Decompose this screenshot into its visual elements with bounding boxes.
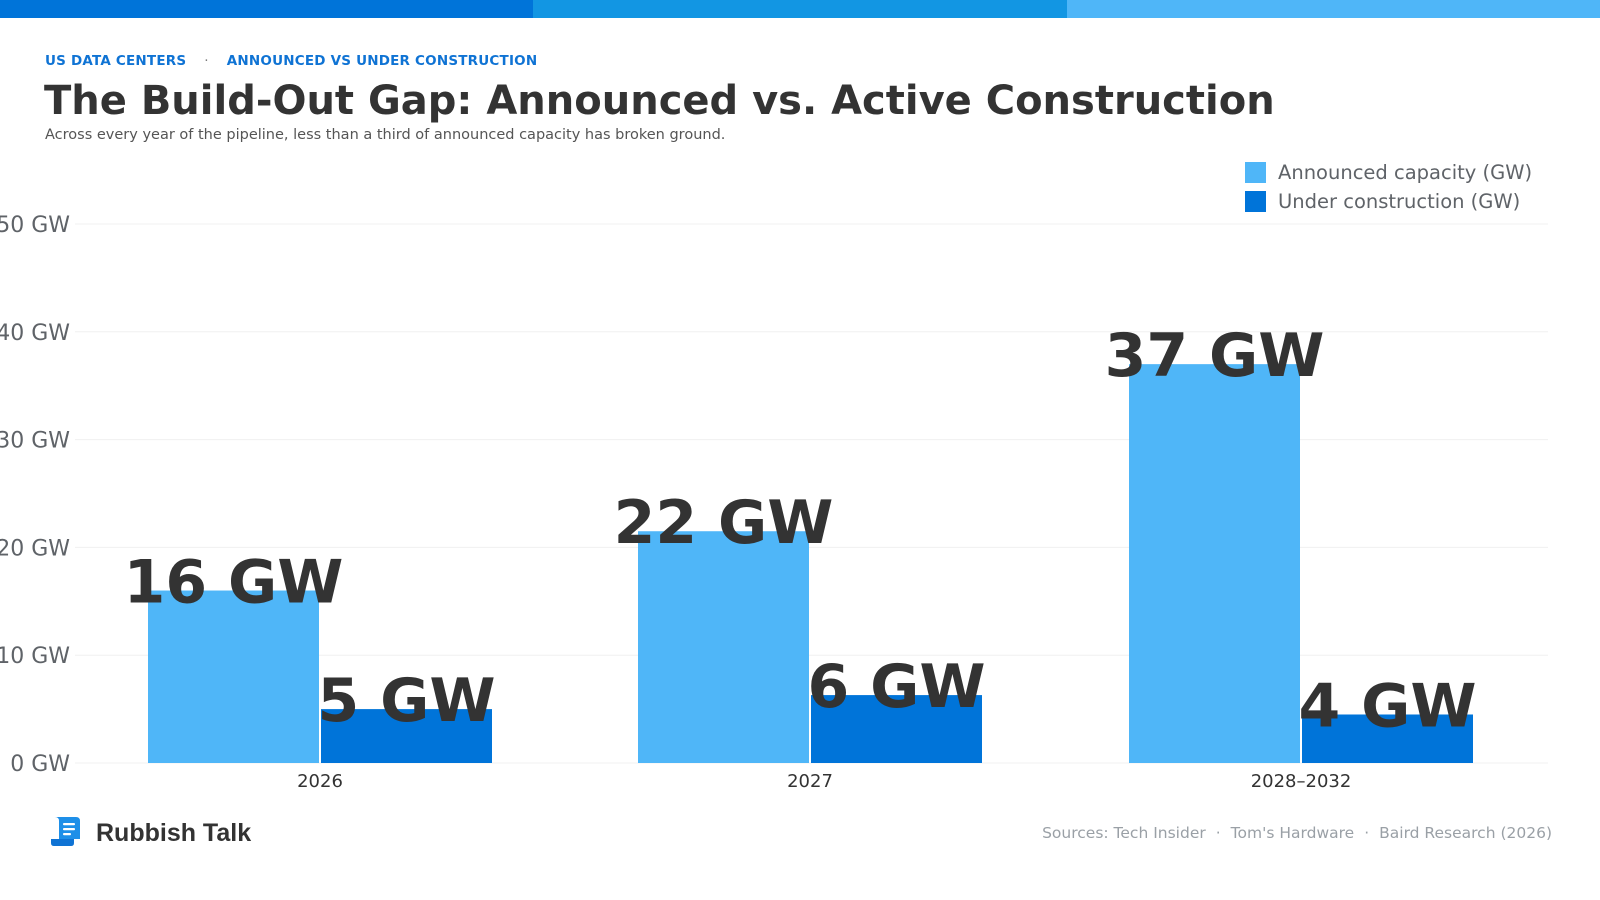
y-tick-label: 20 GW — [0, 536, 70, 561]
top-bar-segment — [0, 0, 534, 18]
x-tick-label: 2027 — [787, 771, 833, 792]
legend-swatch-under-construction — [1245, 191, 1266, 212]
x-tick-label: 2028–2032 — [1251, 771, 1352, 792]
y-tick-label: 10 GW — [0, 644, 70, 669]
bar-announced — [1129, 364, 1300, 763]
bar-under-construction — [321, 709, 492, 763]
scroll-icon — [48, 815, 82, 851]
top-bar-segment — [533, 0, 1067, 18]
source-1: Sources: Tech Insider — [1042, 824, 1206, 842]
source-separator: · — [1364, 824, 1370, 842]
data-label-announced: 37 GW — [1105, 321, 1325, 391]
kicker-subtopic: ANNOUNCED VS UNDER CONSTRUCTION — [226, 53, 538, 69]
sources-line: Sources: Tech Insider · Tom's Hardware ·… — [1042, 824, 1552, 842]
bar-under-construction — [811, 695, 982, 763]
data-label-under-construction: 5 GW — [317, 666, 495, 736]
top-accent-bar — [0, 0, 1600, 18]
x-tick-label: 2026 — [297, 771, 343, 792]
legend-item-under-construction: Under construction (GW) — [1245, 187, 1532, 216]
y-tick-label: 50 GW — [0, 213, 70, 238]
data-label-under-construction: 6 GW — [807, 652, 985, 722]
top-bar-segment — [1066, 0, 1600, 18]
chart-subtitle: Across every year of the pipeline, less … — [45, 127, 726, 143]
brand-name: Rubbish Talk — [96, 818, 252, 847]
legend-item-announced: Announced capacity (GW) — [1245, 158, 1532, 187]
source-separator: · — [1215, 824, 1221, 842]
brand: Rubbish Talk — [48, 815, 251, 851]
y-tick-label: 30 GW — [0, 429, 70, 454]
bar-announced — [638, 531, 809, 763]
data-label-under-construction: 4 GW — [1298, 671, 1476, 741]
chart-title: The Build-Out Gap: Announced vs. Active … — [44, 78, 1275, 124]
source-2: Tom's Hardware — [1230, 824, 1355, 842]
kicker: US DATA CENTERS · ANNOUNCED VS UNDER CON… — [45, 53, 537, 69]
kicker-topic: US DATA CENTERS — [45, 53, 187, 69]
source-3: Baird Research (2026) — [1379, 824, 1552, 842]
bar-announced — [148, 590, 319, 763]
chart-legend: Announced capacity (GW) Under constructi… — [1245, 158, 1532, 216]
kicker-separator: · — [204, 53, 209, 69]
legend-swatch-announced — [1245, 162, 1266, 183]
bar-chart: 0 GW 10 GW 20 GW 30 GW 40 GW 50 GW 2026 2027 202… — [0, 213, 1548, 792]
y-tick-label: 40 GW — [0, 321, 70, 346]
bar-under-construction — [1302, 714, 1473, 763]
y-tick-label: 0 GW — [10, 752, 70, 777]
legend-label-under-construction: Under construction (GW) — [1278, 190, 1521, 213]
legend-label-announced: Announced capacity (GW) — [1278, 161, 1533, 184]
data-label-announced: 22 GW — [614, 488, 834, 558]
data-label-announced: 16 GW — [124, 548, 344, 618]
